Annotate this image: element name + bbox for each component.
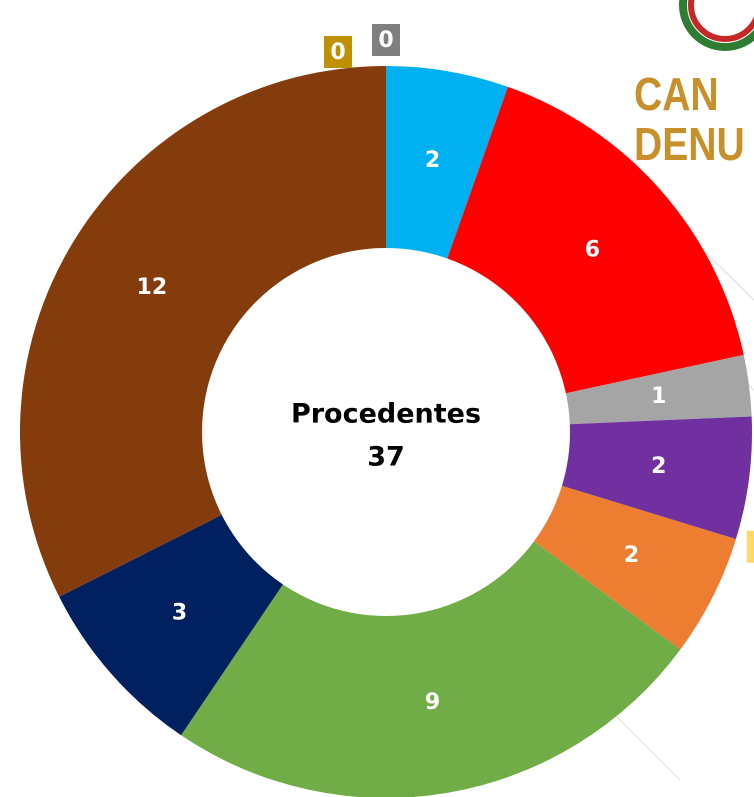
data-label: 12 (137, 275, 168, 300)
donut-hole (202, 248, 570, 616)
center-value: 37 (367, 442, 405, 473)
data-label: 9 (425, 690, 440, 715)
data-label: 2 (425, 148, 440, 173)
data-label: 6 (585, 237, 600, 262)
data-label: 0 (330, 40, 345, 65)
data-label: 3 (172, 601, 187, 626)
data-labels: 261229312000 (137, 24, 754, 715)
zero-label-box (372, 24, 400, 56)
data-label: 0 (378, 28, 393, 53)
zero-label-box (324, 36, 352, 68)
logo: CAN DENU (634, 0, 754, 171)
zero-label-box (746, 530, 754, 563)
data-label: 2 (624, 543, 639, 568)
data-label: 2 (651, 454, 666, 479)
logo-text: DENU (634, 119, 745, 171)
data-label: 1 (651, 384, 666, 409)
logo-text: CAN (634, 69, 719, 121)
center-label: Procedentes (291, 399, 481, 430)
slice (181, 432, 681, 797)
